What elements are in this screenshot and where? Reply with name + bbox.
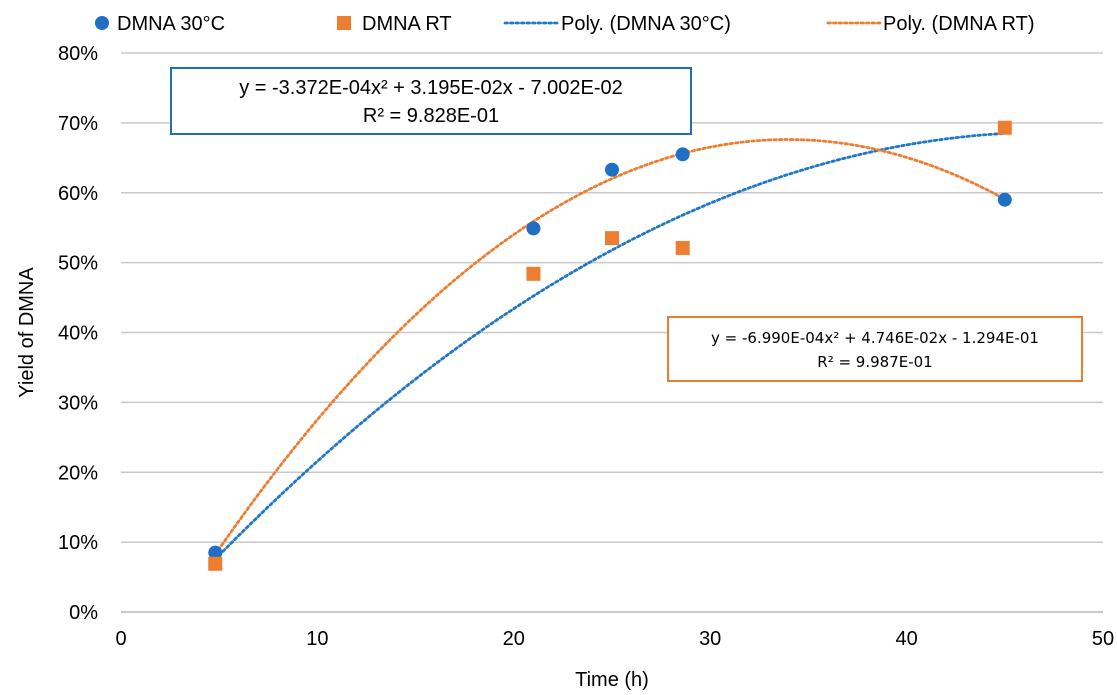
data-point-30c [208, 545, 223, 560]
data-point-rt [997, 120, 1012, 135]
x-tick-label: 10 [306, 628, 328, 650]
axes: 0% 10% 20% 30% 40% 50% 60% 70% 80% 0 10 20 30 40 50 [58, 43, 1114, 650]
trendlines [213, 132, 1007, 561]
data-point-rt [526, 266, 541, 281]
x-tick-label: 30 [699, 628, 721, 650]
legend: DMNA 30°C DMNA RT Poly. (DMNA 30°C) Poly. (… [95, 13, 1035, 35]
x-axis-title: Time (h) [575, 669, 649, 691]
r-squared-30c: R² = 9.828E-01 [362, 105, 500, 127]
y-tick-label: 50% [58, 253, 98, 275]
trendline-equation-rt: y = -6.990E-04x² + 4.746E-02x - 1.294E-0… [667, 316, 1083, 382]
x-tick-label: 50 [1092, 628, 1114, 650]
data-point-30c [997, 192, 1012, 207]
data-points [208, 120, 1012, 571]
legend-label-poly-rt: Poly. (DMNA RT) [883, 13, 1035, 35]
y-tick-label: 20% [58, 462, 98, 484]
legend-label-rt: DMNA RT [362, 13, 452, 35]
y-tick-label: 80% [58, 43, 98, 65]
y-tick-label: 0% [69, 602, 98, 624]
equation-30c: y = -3.372E-04x² + 3.195E-02x - 7.002E-0… [239, 77, 623, 99]
y-tick-label: 30% [58, 392, 98, 414]
trendline-rt [213, 138, 1007, 556]
r-squared-rt: R² = 9.987E-01 [817, 353, 933, 371]
legend-marker-rt [337, 16, 351, 30]
trendline-30c [213, 132, 1007, 561]
y-axis-title: Yield of DMNA [16, 267, 38, 398]
data-point-30c [675, 147, 690, 162]
legend-label-poly-30c: Poly. (DMNA 30°C) [561, 13, 731, 35]
data-point-30c [526, 221, 541, 236]
equation-rt: y = -6.990E-04x² + 4.746E-02x - 1.294E-0… [711, 329, 1039, 347]
data-point-rt [675, 240, 690, 255]
data-point-30c [605, 162, 619, 177]
data-point-rt [605, 231, 619, 246]
y-tick-label: 70% [58, 113, 98, 135]
x-tick-label: 0 [115, 628, 126, 650]
x-tick-label: 40 [895, 628, 917, 650]
y-tick-label: 40% [58, 323, 98, 345]
y-tick-label: 60% [58, 183, 98, 205]
legend-label-30c: DMNA 30°C [117, 13, 225, 35]
data-point-rt [208, 556, 223, 571]
trendline-equation-30c: y = -3.372E-04x² + 3.195E-02x - 7.002E-0… [170, 67, 692, 135]
legend-marker-30c [95, 16, 109, 30]
x-tick-label: 20 [503, 628, 525, 650]
y-tick-label: 10% [58, 532, 98, 554]
